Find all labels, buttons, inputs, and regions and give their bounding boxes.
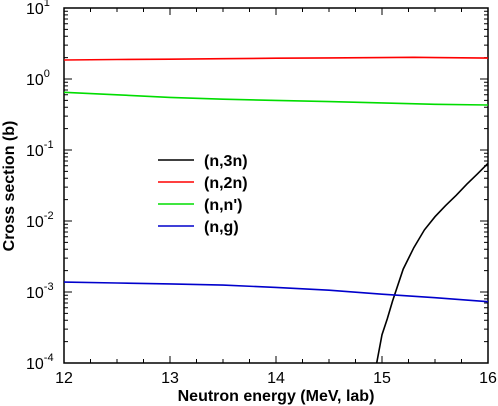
- x-tick-label: 14: [267, 370, 285, 387]
- x-axis-label: Neutron energy (MeV, lab): [178, 388, 375, 405]
- x-tick-label: 15: [373, 370, 391, 387]
- series-line-0: [375, 162, 489, 364]
- y-tick-exponent: 0: [44, 68, 50, 80]
- plot-frame: [63, 7, 489, 364]
- series-line-2: [63, 91, 489, 106]
- y-tick-exponent: -4: [44, 352, 54, 364]
- y-tick-label: 10-1: [26, 139, 54, 160]
- legend-label: (n,g): [204, 219, 239, 236]
- legend: (n,3n) (n,2n) (n,n') (n,g): [158, 153, 248, 236]
- x-tick-label: 13: [161, 370, 179, 387]
- x-tick-label: 12: [55, 370, 73, 387]
- y-tick-base: 10: [26, 214, 44, 231]
- y-tick-base: 10: [26, 356, 44, 373]
- y-tick-exponent: -1: [44, 139, 54, 151]
- y-tick-base: 10: [26, 1, 44, 18]
- y-tick-exponent: -3: [44, 281, 54, 293]
- y-tick-label: 10-2: [26, 210, 54, 231]
- legend-label: (n,2n): [204, 175, 248, 192]
- y-tick-base: 10: [26, 285, 44, 302]
- legend-label: (n,3n): [204, 153, 248, 170]
- y-tick-label: 10-3: [26, 281, 54, 302]
- y-tick-label: 10-4: [26, 352, 54, 373]
- y-tick-exponent: 1: [44, 0, 50, 9]
- series-line-1: [63, 56, 489, 61]
- x-tick-label: 16: [479, 370, 497, 387]
- y-tick-base: 10: [26, 72, 44, 89]
- y-tick-label: 100: [26, 68, 50, 89]
- y-tick-exponent: -2: [44, 210, 54, 222]
- y-axis-label: Cross section (b): [1, 121, 18, 252]
- legend-label: (n,n'): [204, 197, 242, 214]
- series-line-3: [63, 281, 489, 303]
- y-tick-label: 101: [26, 0, 50, 18]
- series-lines: [63, 56, 489, 364]
- y-tick-base: 10: [26, 143, 44, 160]
